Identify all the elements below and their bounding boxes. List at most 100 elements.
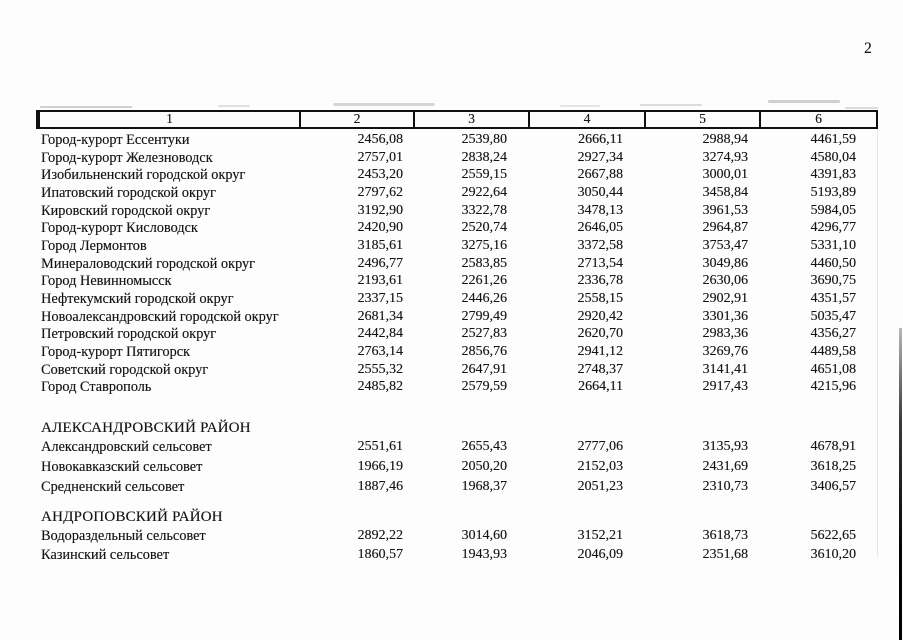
value-cell-col3: 2527,83 bbox=[461, 326, 508, 342]
value-cell-col5: 3000,01 bbox=[702, 167, 749, 183]
value-cell-col2: 3192,90 bbox=[357, 202, 404, 218]
territory-name-cell: Новоалександровский городской округ bbox=[41, 308, 279, 325]
value-cell-col3: 3322,78 bbox=[461, 202, 508, 218]
value-cell-col6: 5193,89 bbox=[810, 184, 857, 200]
value-cell-col4: 2051,23 bbox=[577, 478, 624, 494]
page-edge-scan-line bbox=[899, 328, 902, 640]
value-cell-col3: 1968,37 bbox=[461, 478, 508, 494]
table-right-edge-ghost bbox=[877, 129, 878, 557]
territory-name-cell: Город-курорт Ессентуки bbox=[41, 131, 190, 148]
value-cell-col3: 2799,49 bbox=[461, 308, 508, 324]
value-cell-col2: 2456,08 bbox=[357, 131, 404, 147]
value-cell-col2: 1860,57 bbox=[357, 547, 404, 563]
value-cell-col4: 2920,42 bbox=[577, 308, 624, 324]
value-cell-col3: 2838,24 bbox=[461, 149, 508, 165]
value-cell-col5: 2431,69 bbox=[702, 459, 749, 474]
table-row: Город Ставрополь 2485,82 2579,59 2664,11… bbox=[36, 379, 878, 397]
value-cell-col5: 3269,76 bbox=[702, 344, 749, 360]
table-header-row: 1 2 3 4 5 6 bbox=[36, 110, 878, 129]
territory-name-cell: Нефтекумский городской округ bbox=[41, 291, 234, 308]
value-cell-col6: 5622,65 bbox=[810, 527, 857, 543]
table-row: Средненский сельсовет 1887,46 1968,37 20… bbox=[36, 477, 878, 497]
territory-name-cell: Новокавказский сельсовет bbox=[41, 459, 203, 475]
table-row: Нефтекумский городской округ 2337,15 244… bbox=[36, 290, 878, 308]
value-cell-col2: 1887,46 bbox=[357, 478, 404, 494]
scan-smudge bbox=[40, 106, 132, 108]
value-cell-col4: 3372,58 bbox=[577, 237, 624, 253]
value-cell-col6: 4461,59 bbox=[810, 131, 857, 147]
value-cell-col2: 2757,01 bbox=[357, 149, 404, 165]
value-cell-col2: 2555,32 bbox=[357, 361, 404, 377]
value-cell-col4: 2664,11 bbox=[578, 379, 623, 395]
district-rows: Водораздельный сельсовет 2892,22 3014,60… bbox=[36, 526, 878, 566]
value-cell-col2: 2496,77 bbox=[357, 255, 404, 271]
value-cell-col2: 2420,90 bbox=[357, 220, 404, 236]
column-number-header: 5 bbox=[644, 111, 759, 127]
value-cell-col2: 2763,14 bbox=[357, 344, 404, 360]
scan-smudge bbox=[333, 103, 435, 106]
table-row: Город-курорт Ессентуки 2456,08 2539,80 2… bbox=[36, 131, 878, 149]
territory-name-cell: Петровский городской округ bbox=[41, 326, 217, 343]
value-cell-col4: 2558,15 bbox=[577, 291, 624, 307]
value-cell-col3: 2539,80 bbox=[461, 131, 508, 147]
table-row: Петровский городской округ 2442,84 2527,… bbox=[36, 326, 878, 344]
municipality-table-body: Город-курорт Ессентуки 2456,08 2539,80 2… bbox=[36, 131, 878, 396]
value-cell-col3: 2922,64 bbox=[461, 184, 508, 200]
column-number-header: 2 bbox=[299, 111, 413, 127]
value-cell-col3: 2050,20 bbox=[461, 459, 508, 474]
territory-name-cell: Водораздельный сельсовет bbox=[41, 527, 206, 544]
scan-smudge bbox=[768, 100, 840, 103]
value-cell-col5: 3049,86 bbox=[702, 255, 749, 271]
value-cell-col5: 3141,41 bbox=[702, 361, 749, 377]
territory-name-cell: Средненский сельсовет bbox=[41, 478, 185, 495]
table-row: Советский городской округ 2555,32 2647,9… bbox=[36, 361, 878, 379]
value-cell-col6: 4351,57 bbox=[810, 291, 857, 307]
value-cell-col4: 2046,09 bbox=[577, 547, 624, 563]
value-cell-col2: 2892,22 bbox=[357, 527, 404, 543]
territory-name-cell: Советский городской округ bbox=[41, 361, 209, 378]
value-cell-col6: 3406,57 bbox=[810, 478, 857, 494]
value-cell-col2: 2551,61 bbox=[357, 439, 404, 455]
value-cell-col2: 2193,61 bbox=[357, 273, 404, 289]
document-content: 1 2 3 4 5 6 Город-курорт Ессентуки 2456,… bbox=[36, 110, 878, 565]
value-cell-col6: 4296,77 bbox=[810, 220, 857, 236]
table-row: Город-курорт Пятигорск 2763,14 2856,76 2… bbox=[36, 343, 878, 361]
territory-name-cell: Минераловодский городской округ bbox=[41, 255, 255, 272]
value-cell-col5: 2964,87 bbox=[702, 220, 749, 236]
value-cell-col5: 3274,93 bbox=[702, 149, 749, 165]
table-row: Город Лермонтов 3185,61 3275,16 3372,58 … bbox=[36, 237, 878, 255]
value-cell-col5: 2917,43 bbox=[702, 379, 749, 395]
value-cell-col2: 2453,20 bbox=[357, 167, 404, 183]
value-cell-col6: 4391,83 bbox=[810, 167, 857, 183]
value-cell-col2: 2797,62 bbox=[357, 184, 404, 200]
territory-name-cell: Город-курорт Кисловодск bbox=[41, 220, 198, 237]
value-cell-col4: 2667,88 bbox=[577, 167, 624, 183]
table-row: Водораздельный сельсовет 2892,22 3014,60… bbox=[36, 526, 878, 546]
value-cell-col5: 3135,93 bbox=[702, 439, 749, 455]
value-cell-col2: 2485,82 bbox=[357, 379, 404, 395]
value-cell-col4: 2666,11 bbox=[578, 131, 623, 147]
value-cell-col5: 2310,73 bbox=[702, 478, 749, 494]
table-row: Минераловодский городской округ 2496,77 … bbox=[36, 255, 878, 273]
value-cell-col3: 2583,85 bbox=[461, 255, 508, 271]
column-number-header: 1 bbox=[38, 111, 299, 127]
district-section-andropovsky: АНДРОПОВСКИЙ РАЙОН Водораздельный сельсо… bbox=[36, 508, 878, 566]
territory-name-cell: Казинский сельсовет bbox=[41, 547, 170, 564]
value-cell-col6: 4215,96 bbox=[810, 379, 857, 395]
value-cell-col5: 2988,94 bbox=[702, 131, 749, 147]
value-cell-col3: 2647,91 bbox=[461, 361, 508, 377]
value-cell-col6: 4651,08 bbox=[810, 361, 857, 377]
value-cell-col6: 5035,47 bbox=[810, 308, 857, 324]
value-cell-col2: 2442,84 bbox=[357, 326, 404, 342]
value-cell-col5: 3301,36 bbox=[702, 308, 749, 324]
value-cell-col6: 5331,10 bbox=[810, 237, 857, 253]
page-number: 2 bbox=[864, 40, 872, 57]
district-section-title: АЛЕКСАНДРОВСКИЙ РАЙОН bbox=[41, 420, 251, 437]
territory-name-cell: Город-курорт Пятигорск bbox=[41, 344, 190, 361]
value-cell-col5: 2902,91 bbox=[702, 291, 749, 307]
district-section-aleksandrovsky: АЛЕКСАНДРОВСКИЙ РАЙОН Александровский се… bbox=[36, 419, 878, 496]
territory-name-cell: Кировский городской округ bbox=[41, 202, 211, 219]
value-cell-col6: 3610,20 bbox=[810, 547, 857, 563]
value-cell-col3: 2520,74 bbox=[461, 220, 508, 236]
